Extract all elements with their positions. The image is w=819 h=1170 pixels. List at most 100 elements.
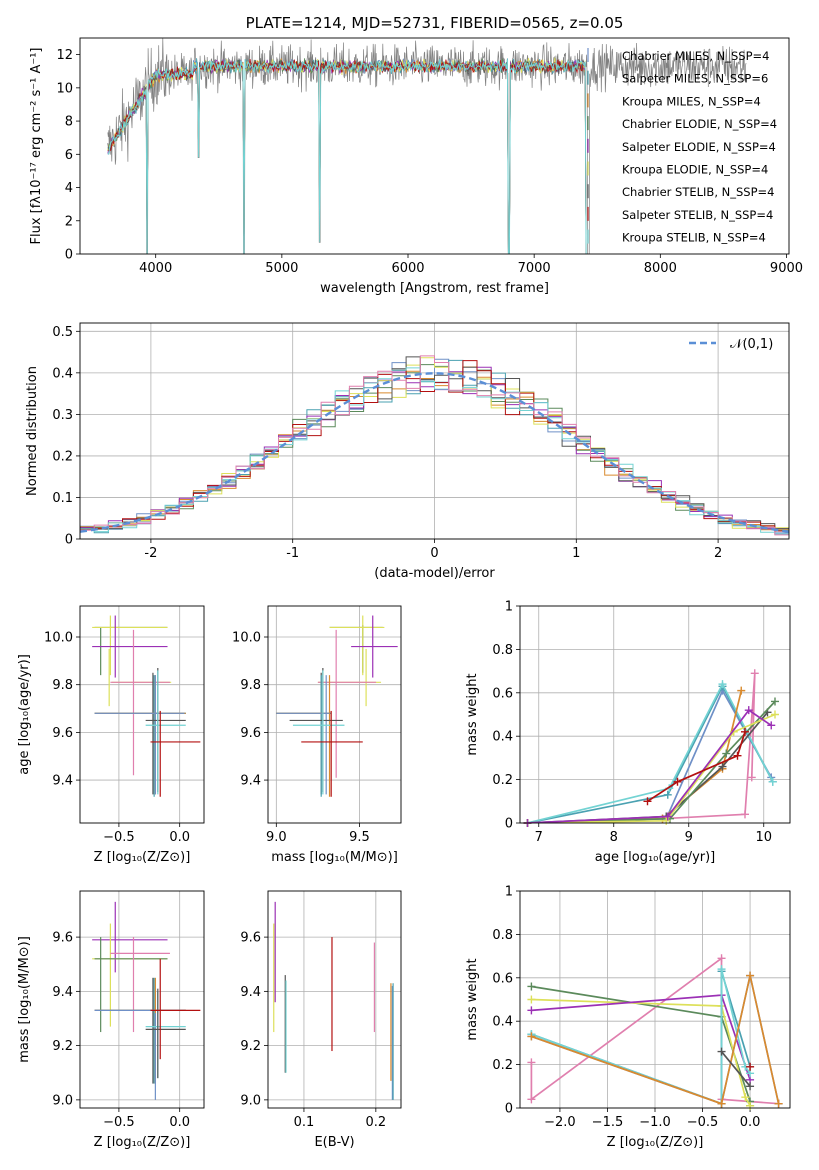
legend-label: 𝒩(0,1) — [730, 337, 773, 352]
point-marker — [718, 762, 727, 771]
legend-label: Kroupa ELODIE, N_SSP=4 — [622, 163, 768, 177]
legend-label: Salpeter STELIB, N_SSP=4 — [622, 208, 773, 222]
x-tick-label: 6000 — [391, 261, 424, 276]
y-tick-label: 0.2 — [492, 1058, 513, 1073]
legend-label: Kroupa MILES, N_SSP=4 — [622, 94, 761, 108]
y-axis-label: mass weight — [465, 673, 480, 755]
x-tick-label: 9 — [685, 830, 693, 845]
series-line — [531, 975, 780, 1105]
y-tick-label: 6 — [65, 148, 73, 163]
series-line — [531, 994, 751, 1081]
y-tick-label: 10.0 — [232, 631, 261, 646]
point-marker — [527, 1032, 536, 1041]
y-tick-label: 9.6 — [240, 931, 261, 946]
point-marker — [527, 1058, 536, 1067]
point-marker — [527, 995, 536, 1004]
series-line — [647, 731, 746, 803]
y-tick-label: 0.4 — [52, 366, 73, 381]
series-line — [720, 1051, 751, 1087]
point-marker — [744, 706, 753, 715]
x-tick-label: −0.5 — [103, 1115, 135, 1130]
y-tick-label: 0 — [65, 533, 73, 548]
point-marker — [717, 1047, 726, 1056]
axes-frame — [519, 605, 791, 824]
x-tick-label: 8 — [610, 830, 618, 845]
x-axis-label: mass [log₁₀(M/M⊙)] — [271, 850, 398, 865]
point-marker — [741, 810, 749, 819]
axes-frame — [267, 605, 402, 824]
y-tick-label: 9.8 — [52, 678, 73, 693]
point-marker — [741, 1093, 750, 1102]
x-tick-label: 0.0 — [169, 1115, 190, 1130]
x-axis-label: (data-model)/error — [374, 566, 495, 581]
x-tick-label: -2 — [144, 546, 157, 561]
y-tick-label: 1 — [505, 600, 513, 615]
point-marker — [662, 816, 671, 825]
y-tick-label: 10 — [56, 81, 73, 96]
y-tick-label: 0.1 — [52, 491, 73, 506]
point-marker — [663, 790, 672, 799]
y-tick-label: 0.3 — [52, 408, 73, 423]
y-tick-label: 0.6 — [492, 686, 513, 701]
axes-frame — [519, 890, 791, 1109]
point-marker — [750, 669, 759, 678]
y-tick-label: 9.4 — [52, 774, 73, 789]
point-marker — [767, 721, 776, 730]
x-tick-label: −1.5 — [592, 1115, 624, 1130]
y-tick-label: 10.0 — [44, 631, 73, 646]
point-marker — [746, 971, 755, 980]
x-tick-label: 5000 — [265, 261, 298, 276]
axes-frame — [79, 37, 790, 255]
x-tick-label: 9.0 — [266, 830, 287, 845]
y-tick-label: 0.6 — [492, 971, 513, 986]
point-marker — [737, 686, 746, 695]
chart-title: PLATE=1214, MJD=52731, FIBERID=0565, z=0… — [246, 14, 624, 32]
point-marker — [717, 965, 726, 974]
x-tick-label: 0.2 — [365, 1115, 386, 1130]
x-tick-label: 10 — [755, 830, 772, 845]
y-tick-label: 0.5 — [52, 325, 73, 340]
x-axis-label: Z [log₁₀(Z/Z⊙)] — [94, 850, 191, 865]
x-tick-label: 0.1 — [294, 1115, 315, 1130]
normal-reference-curve — [80, 372, 789, 533]
y-tick-label: 0.4 — [492, 1015, 513, 1030]
point-marker — [717, 1099, 726, 1108]
legend-label: Salpeter ELODIE, N_SSP=4 — [622, 140, 776, 154]
point-marker — [741, 727, 749, 736]
y-tick-label: 9.4 — [240, 985, 261, 1000]
point-marker — [747, 773, 756, 782]
y-tick-label: 0.8 — [492, 643, 513, 658]
y-tick-label: 0.8 — [492, 928, 513, 943]
y-tick-label: 0.4 — [492, 730, 513, 745]
y-tick-label: 4 — [65, 181, 73, 196]
y-axis-label: age [log₁₀(age/yr)] — [17, 654, 32, 775]
point-marker — [722, 749, 731, 758]
x-axis-label: wavelength [Angstrom, rest frame] — [320, 281, 549, 296]
y-axis-label: Flux [fλ10⁻¹⁷ erg cm⁻² s⁻¹ A⁻¹] — [29, 48, 44, 245]
axes-frame — [79, 890, 205, 1109]
x-tick-label: 7 — [535, 830, 543, 845]
y-tick-label: 9.4 — [240, 774, 261, 789]
series-line — [527, 709, 772, 823]
point-marker — [746, 1062, 755, 1071]
point-marker — [643, 797, 652, 806]
legend-label: Chabrier MILES, N_SSP=4 — [622, 49, 769, 63]
spectrum-data-line — [107, 38, 747, 254]
spectrum-model-line — [107, 58, 588, 254]
spectrum-axes — [76, 54, 787, 258]
y-tick-label: 2 — [65, 214, 73, 229]
spectrum-model-line — [107, 58, 588, 254]
x-tick-label: 4000 — [139, 261, 172, 276]
histogram-step — [80, 355, 789, 539]
y-tick-label: 9.6 — [240, 726, 261, 741]
x-tick-label: 1 — [572, 546, 580, 561]
y-tick-label: 0 — [505, 817, 513, 832]
x-tick-label: 0.0 — [740, 1115, 761, 1130]
mass_vs_Z-axes — [76, 891, 204, 1112]
point-marker — [774, 1099, 783, 1108]
age_vs_Z-axes — [76, 606, 204, 827]
x-tick-label: -1 — [286, 546, 299, 561]
y-tick-label: 12 — [56, 48, 73, 63]
x-axis-label: Z [log₁₀(Z/Z⊙)] — [94, 1135, 191, 1150]
